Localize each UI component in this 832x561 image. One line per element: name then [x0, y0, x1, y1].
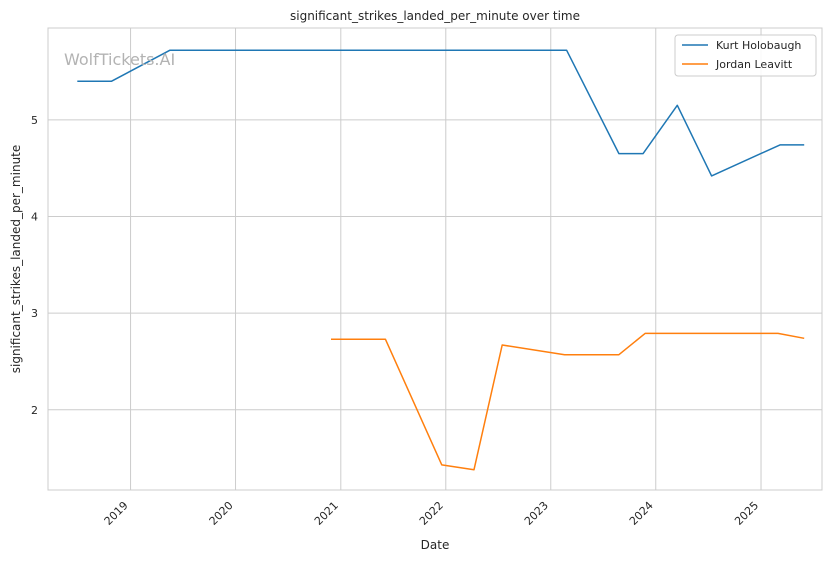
watermark: WolfTickets.AI — [64, 50, 175, 69]
y-tick-label: 2 — [31, 404, 38, 417]
x-tick-label: 2023 — [522, 499, 551, 528]
chart-title: significant_strikes_landed_per_minute ov… — [290, 9, 580, 23]
y-tick-label: 4 — [31, 210, 38, 223]
plot-background — [48, 28, 822, 490]
plot-frame — [47, 27, 823, 491]
y-tick-label: 3 — [31, 307, 38, 320]
x-tick-label: 2019 — [102, 499, 131, 528]
legend: Kurt Holobaugh Jordan Leavitt — [674, 34, 817, 77]
x-tick-label: 2022 — [417, 499, 446, 528]
x-tick-label: 2021 — [312, 499, 341, 528]
legend-label-2: Jordan Leavitt — [715, 58, 793, 71]
legend-box — [674, 34, 817, 77]
series-line-1 — [77, 49, 805, 177]
x-tick-label: 2020 — [207, 499, 236, 528]
grid-lines — [48, 28, 822, 490]
series-layer — [77, 49, 805, 471]
legend-label-1: Kurt Holobaugh — [716, 39, 801, 52]
x-tick-label: 2024 — [627, 499, 656, 528]
x-axis-label: Date — [421, 538, 450, 552]
y-tick-label: 5 — [31, 114, 38, 127]
series-line-2 — [331, 332, 805, 471]
y-axis-label: significant_strikes_landed_per_minute — [9, 145, 23, 374]
x-tick-label: 2025 — [732, 499, 761, 528]
